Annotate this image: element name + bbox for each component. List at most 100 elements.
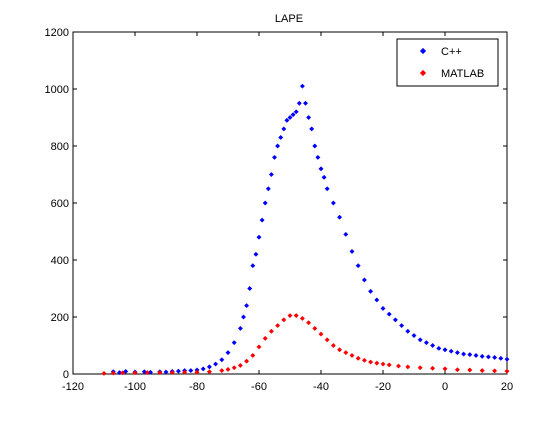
data-point xyxy=(324,186,330,192)
data-point xyxy=(485,354,491,360)
y-tick-label: 0 xyxy=(63,369,69,381)
x-tick-label: -60 xyxy=(251,381,267,393)
data-point xyxy=(504,368,510,374)
data-point xyxy=(380,361,386,367)
data-point xyxy=(244,358,250,364)
data-point xyxy=(287,313,293,319)
data-point xyxy=(423,340,429,346)
data-point xyxy=(349,248,355,255)
legend-marker xyxy=(419,47,427,55)
series-1 xyxy=(101,313,510,376)
data-point xyxy=(253,251,259,257)
data-point xyxy=(219,368,225,374)
x-tick-label: -40 xyxy=(313,381,329,393)
data-point xyxy=(293,313,299,319)
data-point xyxy=(132,370,138,376)
data-point xyxy=(361,277,367,283)
data-point xyxy=(454,367,460,373)
data-point xyxy=(237,325,243,331)
y-tick-label: 1000 xyxy=(45,84,69,96)
data-point xyxy=(374,297,380,303)
data-point xyxy=(392,317,398,323)
data-point xyxy=(318,166,324,172)
data-point xyxy=(299,315,305,321)
data-point xyxy=(206,369,212,375)
data-point xyxy=(275,143,281,149)
data-point xyxy=(504,356,510,362)
data-point xyxy=(259,217,265,223)
data-point xyxy=(430,365,436,371)
y-tick-label: 400 xyxy=(51,255,69,267)
data-point xyxy=(265,186,271,192)
data-point xyxy=(343,231,349,237)
data-point xyxy=(299,83,305,89)
x-tick-label: -100 xyxy=(124,381,146,393)
x-tick-label: -120 xyxy=(62,381,84,393)
data-point xyxy=(355,355,361,361)
data-point xyxy=(240,314,247,320)
data-point xyxy=(442,366,448,372)
legend-label: MATLAB xyxy=(441,68,484,80)
x-tick-label: -80 xyxy=(189,381,205,393)
y-tick-label: 800 xyxy=(51,141,69,153)
data-point xyxy=(182,369,188,375)
data-point xyxy=(343,350,349,356)
data-point xyxy=(306,320,312,326)
data-point xyxy=(163,369,169,375)
data-point xyxy=(144,370,150,376)
legend-label: C++ xyxy=(441,46,462,58)
data-point xyxy=(330,342,336,349)
legend-box xyxy=(396,38,499,87)
data-point xyxy=(473,352,479,359)
data-point xyxy=(225,366,231,372)
data-point xyxy=(262,335,268,341)
data-point xyxy=(194,369,200,375)
data-point xyxy=(479,353,485,359)
y-tick-label: 600 xyxy=(51,198,69,210)
data-point xyxy=(399,322,405,329)
data-point xyxy=(386,362,392,368)
data-point xyxy=(268,171,274,178)
data-point xyxy=(417,365,423,371)
data-point xyxy=(417,337,423,343)
data-point xyxy=(461,351,467,357)
data-point xyxy=(281,317,287,323)
data-point xyxy=(302,100,309,106)
data-point xyxy=(250,263,256,269)
data-point xyxy=(256,344,262,350)
data-point xyxy=(321,174,327,180)
data-point xyxy=(244,303,250,309)
y-axis-ticks: 0 200 400 600 800 1000 1200 xyxy=(45,27,507,381)
legend-marker xyxy=(419,69,427,77)
data-point xyxy=(169,370,175,376)
data-point xyxy=(247,285,253,292)
data-point xyxy=(188,368,194,374)
data-point xyxy=(284,117,290,123)
data-point xyxy=(479,368,485,374)
x-tick-label: 20 xyxy=(501,381,513,393)
data-point xyxy=(368,288,374,294)
data-point xyxy=(200,366,206,372)
data-point xyxy=(120,370,126,376)
data-point xyxy=(293,109,299,115)
data-point xyxy=(436,345,442,351)
data-point xyxy=(268,328,274,334)
data-point xyxy=(271,154,278,160)
data-point xyxy=(467,367,473,373)
data-point xyxy=(448,348,454,354)
data-point xyxy=(492,354,498,361)
data-point xyxy=(395,363,402,369)
data-point xyxy=(368,359,374,365)
data-point xyxy=(231,365,237,371)
data-point xyxy=(278,134,284,141)
data-point xyxy=(231,340,237,346)
series-0 xyxy=(110,83,510,376)
data-point xyxy=(380,305,386,312)
data-point xyxy=(110,370,116,376)
data-point xyxy=(405,328,411,334)
data-point xyxy=(250,352,256,359)
data-point xyxy=(306,114,312,121)
data-point xyxy=(386,311,392,317)
